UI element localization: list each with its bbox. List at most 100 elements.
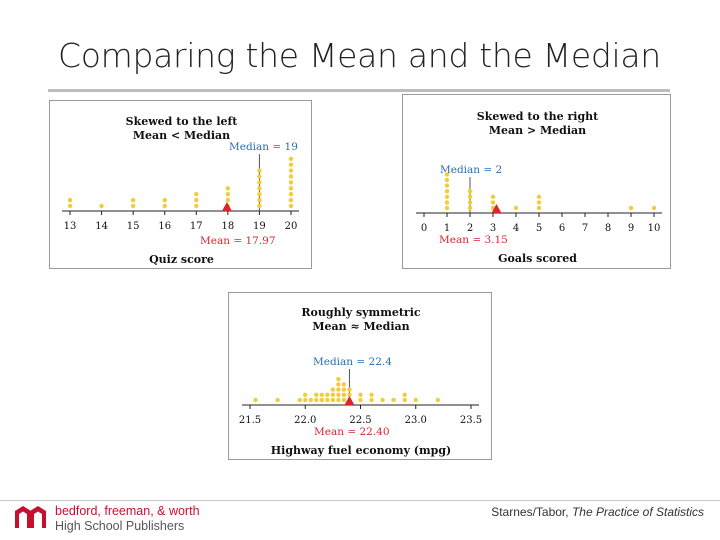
x-tick-label: 5 bbox=[536, 223, 542, 234]
x-tick-label: 2 bbox=[467, 223, 473, 234]
dotplot-left-skew: Skewed to the left Mean < Median 13 14 15 16 1… bbox=[49, 100, 312, 269]
data-dot bbox=[257, 203, 262, 209]
data-dot bbox=[288, 156, 294, 161]
data-dot bbox=[444, 200, 450, 205]
mean-label: Mean = 22.40 bbox=[314, 426, 390, 438]
data-dot bbox=[288, 186, 294, 191]
data-dot bbox=[444, 177, 450, 183]
data-dot bbox=[336, 377, 341, 382]
data-dot bbox=[257, 192, 262, 197]
data-dot bbox=[347, 392, 352, 397]
publisher-line-2: High School Publishers bbox=[55, 519, 185, 533]
data-dot bbox=[67, 197, 73, 203]
data-dot bbox=[341, 382, 347, 387]
data-dot bbox=[536, 200, 542, 205]
median-label: Median = 2 bbox=[440, 164, 502, 176]
data-dot bbox=[536, 205, 542, 211]
publisher-line-1: bedford, freeman, & worth bbox=[55, 504, 200, 518]
data-dot bbox=[347, 387, 352, 392]
data-dot bbox=[257, 197, 262, 203]
footer-divider bbox=[0, 500, 720, 501]
data-dot bbox=[467, 194, 473, 199]
data-dot bbox=[467, 200, 473, 205]
data-dot bbox=[358, 392, 363, 397]
data-dot bbox=[628, 205, 634, 211]
data-dot bbox=[162, 203, 167, 209]
credit-book-title: The Practice of Statistics bbox=[571, 505, 704, 519]
data-dot bbox=[444, 183, 450, 188]
data-dot bbox=[341, 397, 347, 403]
data-dot bbox=[444, 189, 450, 194]
data-dot bbox=[288, 174, 294, 179]
title-divider bbox=[48, 89, 670, 92]
x-tick-label: 18 bbox=[221, 221, 234, 232]
data-dot bbox=[162, 197, 167, 203]
chart-title: Skewed to the left bbox=[126, 115, 239, 128]
x-tick-label: 15 bbox=[127, 221, 140, 232]
x-tick-label: 21.5 bbox=[239, 415, 261, 426]
data-dot bbox=[380, 397, 385, 403]
x-axis-label: Highway fuel economy (mpg) bbox=[271, 444, 451, 457]
data-dot bbox=[402, 397, 407, 403]
chart-title: Roughly symmetric bbox=[301, 306, 420, 319]
mean-marker bbox=[491, 204, 502, 213]
data-dot bbox=[651, 205, 657, 211]
median-label: Median = 22.4 bbox=[313, 356, 392, 368]
x-tick-label: 3 bbox=[490, 223, 496, 234]
data-dot bbox=[467, 205, 473, 211]
x-tick-label: 4 bbox=[513, 223, 519, 234]
data-dot bbox=[194, 203, 199, 209]
mean-label: Mean = 17.97 bbox=[200, 235, 276, 247]
chart-subtitle: Mean > Median bbox=[489, 124, 586, 137]
data-dot bbox=[341, 392, 347, 397]
data-dot bbox=[330, 387, 336, 392]
data-dot bbox=[330, 397, 336, 403]
x-tick-label: 7 bbox=[582, 223, 588, 234]
x-tick-label: 1 bbox=[444, 223, 450, 234]
chart-subtitle: Mean < Median bbox=[133, 129, 230, 142]
x-tick-label: 13 bbox=[64, 221, 77, 232]
mean-marker bbox=[344, 396, 355, 405]
x-tick-label: 0 bbox=[421, 223, 427, 234]
x-tick-label: 23.0 bbox=[405, 415, 427, 426]
data-dot bbox=[444, 194, 450, 199]
book-credit: Starnes/Tabor, The Practice of Statistic… bbox=[491, 505, 704, 519]
data-dot bbox=[257, 168, 262, 173]
chart-subtitle: Mean ≈ Median bbox=[312, 320, 409, 333]
dotplot-right-skew: Skewed to the right Mean > Median 0 1 2 3 4 5 6 7… bbox=[402, 94, 671, 269]
data-dot bbox=[257, 186, 262, 191]
x-tick-label: 10 bbox=[648, 223, 661, 234]
x-tick-label: 6 bbox=[559, 223, 565, 234]
x-tick-label: 22.5 bbox=[349, 415, 371, 426]
data-dot bbox=[225, 192, 231, 197]
data-dot bbox=[336, 382, 341, 387]
median-label: Median = 19 bbox=[229, 141, 298, 153]
data-dot bbox=[402, 392, 407, 397]
data-dot bbox=[444, 172, 450, 177]
data-dot bbox=[490, 194, 496, 199]
data-dot bbox=[325, 392, 330, 397]
data-dot bbox=[490, 200, 496, 205]
data-dot bbox=[225, 197, 231, 203]
data-dot bbox=[308, 397, 313, 403]
data-dot bbox=[257, 180, 262, 185]
data-dot bbox=[435, 397, 441, 403]
data-dot bbox=[369, 397, 374, 403]
dotplot-symmetric: Roughly symmetric Mean ≈ Median 21.5 22.0 22… bbox=[228, 292, 492, 460]
mean-label: Mean = 3.15 bbox=[439, 234, 508, 246]
x-tick-label: 8 bbox=[605, 223, 611, 234]
data-dot bbox=[194, 192, 199, 197]
data-dot bbox=[303, 392, 308, 397]
data-dot bbox=[536, 194, 542, 199]
data-dot bbox=[225, 186, 231, 191]
x-tick-label: 9 bbox=[628, 223, 634, 234]
data-dot bbox=[513, 205, 519, 211]
data-dot bbox=[358, 397, 363, 403]
data-dot bbox=[319, 397, 325, 403]
slide-title: Comparing the Mean and the Median bbox=[58, 36, 661, 75]
data-dot bbox=[341, 387, 347, 392]
data-dot bbox=[194, 197, 199, 203]
data-dot bbox=[314, 397, 319, 403]
data-dot bbox=[130, 197, 136, 203]
